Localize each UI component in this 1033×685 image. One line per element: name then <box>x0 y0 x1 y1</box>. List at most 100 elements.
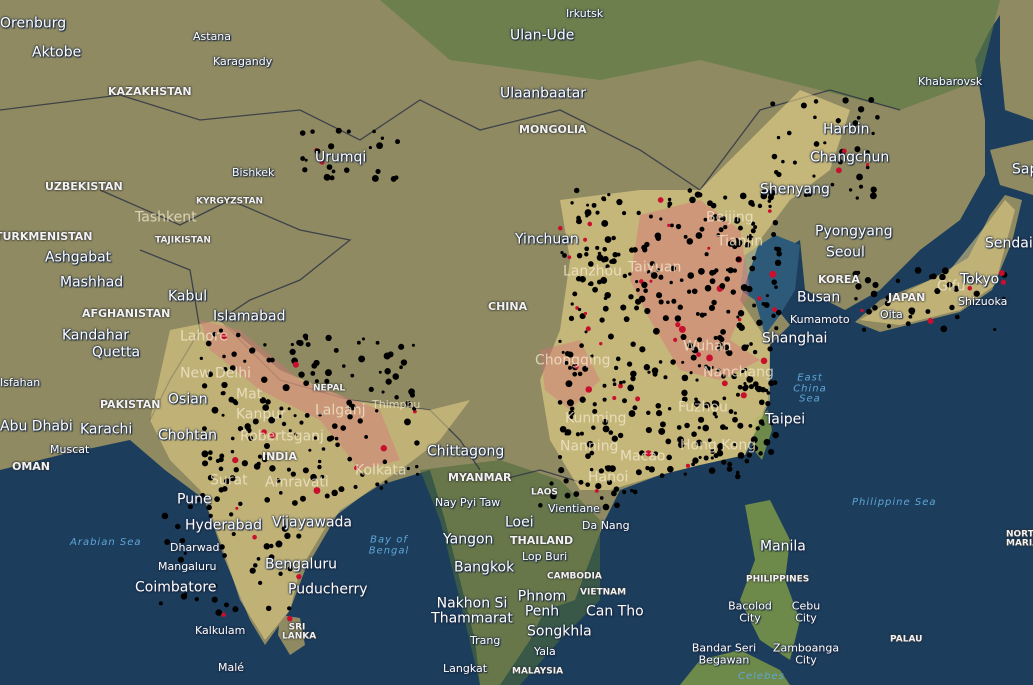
city-label: Shanghai <box>762 330 828 347</box>
site-dot <box>538 503 543 508</box>
site-dot <box>857 106 865 113</box>
site-dot <box>727 461 733 467</box>
site-dot <box>716 233 721 237</box>
site-dot <box>356 340 361 345</box>
city-label: Kumamoto <box>790 313 850 327</box>
site-dot <box>317 464 322 470</box>
site-dot <box>712 411 717 416</box>
site-dot <box>871 131 875 136</box>
site-dot <box>714 415 718 419</box>
site-dot <box>183 551 187 555</box>
site-dot <box>953 285 960 292</box>
site-dot <box>622 490 627 495</box>
site-dot <box>257 454 263 459</box>
site-dot <box>584 330 588 334</box>
city-label: Kalkulam <box>195 624 246 638</box>
site-dot <box>703 455 709 461</box>
site-dot <box>570 302 574 306</box>
site-dot <box>666 300 670 305</box>
city-label: Muscat <box>50 443 90 457</box>
site-dot <box>753 446 759 451</box>
site-dot <box>856 270 861 275</box>
site-dot <box>771 231 777 238</box>
heat-zone-high <box>540 340 600 410</box>
site-dot <box>855 196 859 200</box>
site-dot <box>735 256 742 263</box>
site-dot <box>331 489 338 497</box>
site-dot <box>774 326 779 331</box>
sea-label: Arabian Sea <box>70 536 142 548</box>
site-dot <box>238 501 243 507</box>
site-dot <box>390 175 397 182</box>
site-dot <box>253 563 258 568</box>
site-dot <box>570 201 574 205</box>
site-dot <box>596 254 604 261</box>
city-label: Pyongyang <box>815 223 893 240</box>
site-dot <box>206 504 212 511</box>
site-dot <box>582 365 589 372</box>
site-dot <box>670 265 677 272</box>
red-site-dot <box>635 396 641 402</box>
site-dot <box>870 186 877 193</box>
city-label: Sendai <box>985 235 1033 252</box>
country-label: MALAYSIA <box>512 666 564 677</box>
site-dot <box>223 478 231 485</box>
site-dot <box>949 304 955 311</box>
red-site-dot <box>696 352 701 357</box>
site-dot <box>766 391 771 395</box>
site-dot <box>683 472 687 476</box>
site-dot <box>792 160 797 165</box>
site-dot <box>564 492 571 499</box>
site-dot <box>208 513 213 518</box>
site-dot <box>611 235 616 241</box>
city-label: Cebu City <box>791 599 821 624</box>
red-site-dot <box>319 159 325 165</box>
country-label: MYANMAR <box>448 471 512 485</box>
city-label: Seoul <box>826 244 865 261</box>
red-site-dot <box>760 357 768 365</box>
site-dot <box>737 384 743 390</box>
city-label: Nanning <box>560 438 619 455</box>
site-dot <box>549 481 554 486</box>
city-label: Bacolod City <box>728 599 772 624</box>
site-dot <box>728 409 734 414</box>
site-dot <box>722 396 727 401</box>
site-dot <box>602 247 607 252</box>
site-dot <box>264 454 268 458</box>
city-label: Puducherry <box>288 581 368 598</box>
red-site-dot <box>296 574 302 580</box>
site-dot <box>579 343 584 348</box>
site-dot <box>745 285 753 293</box>
site-dot <box>775 309 782 316</box>
site-dot <box>201 460 209 467</box>
site-dot <box>852 120 859 126</box>
site-dot <box>557 454 563 460</box>
red-site-dot <box>998 270 1005 277</box>
site-dot <box>338 486 345 493</box>
site-dot <box>331 423 338 429</box>
site-dot <box>215 609 223 616</box>
city-label: Zamboanga City <box>772 641 840 666</box>
site-dot <box>572 291 578 297</box>
site-dot <box>604 236 612 244</box>
site-dot <box>866 308 872 315</box>
site-dot <box>599 317 605 323</box>
city-label: Harbin <box>823 121 870 138</box>
site-dot <box>564 350 571 357</box>
red-site-dot <box>772 307 778 313</box>
city-label: Hanoi <box>588 469 629 486</box>
site-dot <box>598 468 605 474</box>
site-dot <box>287 606 292 611</box>
site-dot <box>558 339 562 343</box>
red-site-dot <box>1000 279 1007 285</box>
red-site-dot <box>835 167 842 174</box>
site-dot <box>232 398 238 405</box>
site-dot <box>262 404 270 411</box>
city-label: Astana <box>193 30 232 44</box>
site-dot <box>408 388 415 396</box>
site-dot <box>591 425 596 430</box>
site-dot <box>717 334 723 341</box>
site-dot <box>310 129 315 134</box>
site-dot <box>693 400 701 407</box>
